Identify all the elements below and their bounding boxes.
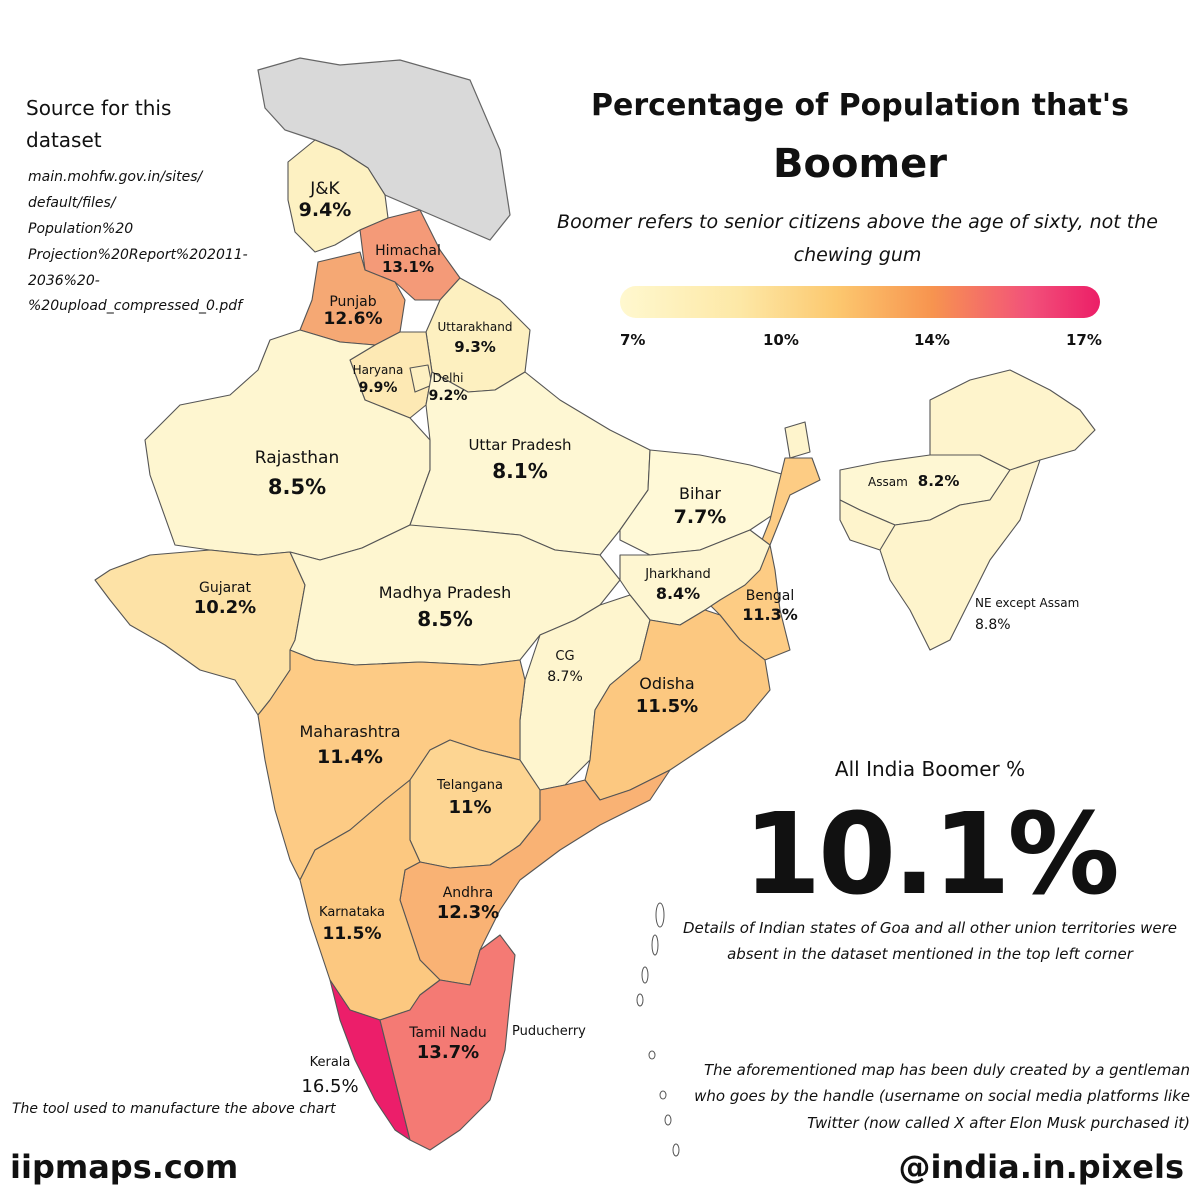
label-assam-value: 8.2% (917, 472, 960, 490)
label-cg-name: CG (555, 649, 575, 664)
label-ne-value: 8.8% (975, 616, 1011, 633)
label-rajasthan: Rajasthan 8.5% (232, 448, 362, 499)
legend-tick-14: 14% (914, 331, 950, 349)
state-ne (839, 369, 1096, 651)
note-creator: The aforementioned map has been duly cre… (694, 1061, 1190, 1132)
label-gujarat-value: 10.2% (193, 597, 257, 619)
social-handle[interactable]: @india.in.pixels (898, 1148, 1184, 1186)
label-mp-value: 8.5% (417, 607, 473, 632)
all-india-value: 10.1% (743, 790, 1120, 920)
label-bihar-value: 7.7% (673, 506, 727, 529)
title-line1: Percentage of Population that's (591, 88, 1129, 123)
label-up: Uttar Pradesh 8.1% (450, 436, 590, 484)
legend-tick-17: 17% (1066, 331, 1102, 349)
label-punjab-value: 12.6% (323, 309, 383, 330)
label-delhi: Delhi 9.2% (418, 371, 478, 404)
label-uttarakhand-value: 9.3% (454, 337, 496, 356)
label-jharkhand: Jharkhand 8.4% (638, 567, 718, 603)
state-odisha (584, 609, 771, 801)
label-himachal: Himachal 13.1% (363, 243, 453, 276)
label-ne: NE except Assam 8.8% (975, 596, 1095, 633)
label-karnataka: Karnataka 11.5% (312, 905, 392, 944)
state-gujarat (94, 549, 306, 716)
label-andhra-name: Andhra (442, 885, 494, 901)
label-delhi-value: 9.2% (428, 387, 468, 404)
label-tn: Tamil Nadu 13.7% (398, 1025, 498, 1064)
label-telangana-name: Telangana (437, 778, 503, 793)
label-puducherry: Puducherry (512, 1024, 602, 1040)
state-tn (379, 934, 516, 1151)
label-tn-value: 13.7% (416, 1042, 480, 1064)
label-haryana: Haryana 9.9% (348, 363, 408, 396)
all-india-label: All India Boomer % (834, 757, 1026, 781)
label-haryana-name: Haryana (352, 363, 404, 377)
label-kerala-name: Kerala (309, 1055, 351, 1070)
label-cg: CG 8.7% (540, 649, 590, 685)
label-bihar: Bihar 7.7% (660, 484, 740, 529)
label-delhi-name: Delhi (432, 371, 464, 385)
label-haryana-value: 9.9% (358, 379, 398, 396)
label-telangana-value: 11% (448, 796, 492, 818)
label-kerala: Kerala 16.5% (290, 1055, 370, 1098)
label-jharkhand-value: 8.4% (655, 583, 701, 603)
label-tn-name: Tamil Nadu (409, 1025, 487, 1041)
label-punjab: Punjab 12.6% (318, 294, 388, 330)
label-rajasthan-name: Rajasthan (254, 448, 340, 468)
label-odisha: Odisha 11.5% (622, 674, 712, 718)
title-line2: Boomer (773, 141, 947, 187)
label-bihar-name: Bihar (679, 484, 721, 503)
label-rajasthan-value: 8.5% (267, 474, 327, 499)
source-heading: Source for this dataset (26, 96, 172, 152)
label-assam: Assam 8.2% (868, 472, 978, 490)
source-url: main.mohfw.gov.in/sites/ default/files/ … (28, 169, 248, 315)
legend-tick-7: 7% (620, 331, 646, 349)
label-telangana: Telangana 11% (425, 778, 515, 819)
label-punjab-name: Punjab (329, 294, 377, 310)
label-mp: Madhya Pradesh 8.5% (365, 583, 525, 632)
label-maharashtra-value: 11.4% (317, 746, 383, 769)
label-assam-name: Assam (868, 475, 908, 489)
label-jharkhand-name: Jharkhand (645, 567, 711, 582)
label-up-value: 8.1% (492, 459, 548, 484)
note-absent-data: Details of Indian states of Goa and all … (682, 919, 1177, 964)
label-himachal-value: 13.1% (381, 258, 435, 277)
label-uttarakhand: Uttarakhand 9.3% (425, 320, 525, 356)
no-data-region (257, 57, 511, 241)
label-kerala-value: 16.5% (301, 1075, 359, 1097)
label-bengal-name: Bengal (745, 588, 795, 604)
label-karnataka-name: Karnataka (319, 905, 385, 920)
label-mp-name: Madhya Pradesh (378, 583, 512, 602)
subtitle: Boomer refers to senior citizens above t… (557, 211, 1158, 267)
tool-note: The tool used to manufacture the above c… (12, 1101, 336, 1117)
label-jk-name: J&K (310, 179, 340, 199)
label-andhra: Andhra 12.3% (428, 885, 508, 924)
label-maharashtra-name: Maharashtra (299, 722, 401, 741)
label-bengal: Bengal 11.3% (730, 588, 810, 624)
legend-color-scale (620, 286, 1100, 318)
label-jk-value: 9.4% (298, 198, 352, 221)
label-andhra-value: 12.3% (436, 902, 500, 924)
label-gujarat: Gujarat 10.2% (185, 580, 265, 619)
label-odisha-value: 11.5% (635, 696, 699, 718)
label-odisha-name: Odisha (639, 674, 695, 693)
andaman-islands (636, 902, 680, 1157)
label-cg-value: 8.7% (547, 668, 583, 685)
label-bengal-value: 11.3% (742, 605, 798, 625)
label-himachal-name: Himachal (375, 243, 441, 259)
label-jk: J&K 9.4% (295, 179, 355, 221)
label-ne-name: NE except Assam (975, 596, 1080, 610)
label-up-name: Uttar Pradesh (468, 436, 572, 454)
label-maharashtra: Maharashtra 11.4% (285, 722, 415, 769)
site-link[interactable]: iipmaps.com (10, 1148, 239, 1186)
legend-tick-10: 10% (763, 331, 799, 349)
label-karnataka-value: 11.5% (322, 923, 382, 944)
label-uttarakhand-name: Uttarakhand (437, 320, 513, 334)
label-puducherry-name: Puducherry (512, 1024, 586, 1039)
label-gujarat-name: Gujarat (198, 580, 251, 596)
state-sikkim-strip (784, 421, 811, 459)
